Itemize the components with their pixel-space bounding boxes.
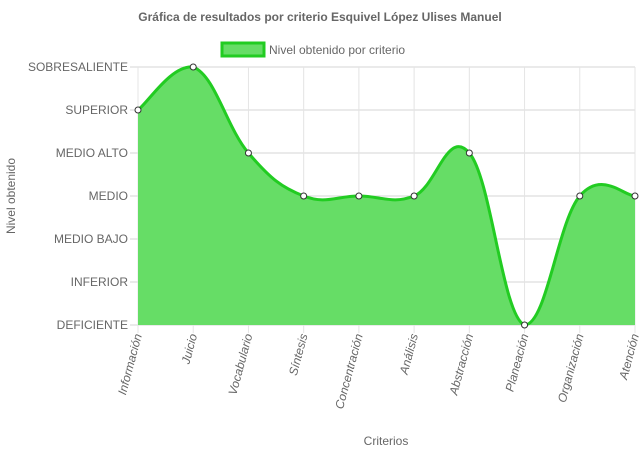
x-axis-label: Criterios bbox=[364, 434, 409, 448]
x-tick-label: Planeación bbox=[503, 332, 532, 393]
y-tick-label: SOBRESALIENTE bbox=[28, 60, 128, 74]
y-tick-label: MEDIO bbox=[89, 189, 128, 203]
data-point[interactable] bbox=[134, 106, 142, 114]
data-point[interactable] bbox=[410, 192, 418, 200]
x-tick-label: Organización bbox=[555, 332, 587, 404]
y-axis-label: Nivel obtenido bbox=[4, 158, 18, 234]
x-tick-label: Abstracción bbox=[446, 332, 476, 397]
y-axis: DEFICIENTE INFERIOR MEDIO BAJO MEDIO MEDIO A… bbox=[28, 60, 128, 332]
x-tick-label: Juicio bbox=[178, 332, 200, 367]
x-tick-label: Análisis bbox=[397, 332, 421, 377]
x-tick-label: Información bbox=[115, 332, 145, 396]
data-point[interactable] bbox=[576, 192, 584, 200]
data-point[interactable] bbox=[355, 192, 363, 200]
data-point[interactable] bbox=[465, 149, 473, 157]
x-tick-label: Síntesis bbox=[286, 332, 311, 377]
x-tick-label: Concentración bbox=[332, 332, 366, 411]
y-tick-label: MEDIO BAJO bbox=[54, 232, 128, 246]
data-point[interactable] bbox=[521, 321, 529, 329]
area-layer bbox=[134, 63, 639, 329]
x-axis: Información Juicio Vocabulario Síntesis Conc… bbox=[115, 332, 639, 411]
data-point[interactable] bbox=[244, 149, 252, 157]
legend[interactable]: Nivel obtenido por criterio bbox=[220, 41, 405, 58]
y-tick-label: SUPERIOR bbox=[65, 103, 128, 117]
y-tick-label: MEDIO ALTO bbox=[56, 146, 128, 160]
x-tick-label: Vocabulario bbox=[226, 332, 256, 397]
y-tick-label: INFERIOR bbox=[71, 275, 129, 289]
series-area bbox=[138, 66, 635, 326]
data-point[interactable] bbox=[189, 63, 197, 71]
chart-title: Gráfica de resultados por criterio Esqui… bbox=[138, 10, 501, 24]
legend-label: Nivel obtenido por criterio bbox=[269, 43, 405, 57]
data-point[interactable] bbox=[631, 192, 639, 200]
data-point[interactable] bbox=[300, 192, 308, 200]
x-tick-label: Atención bbox=[616, 332, 639, 382]
legend-swatch bbox=[220, 41, 266, 58]
y-tick-label: DEFICIENTE bbox=[57, 318, 128, 332]
